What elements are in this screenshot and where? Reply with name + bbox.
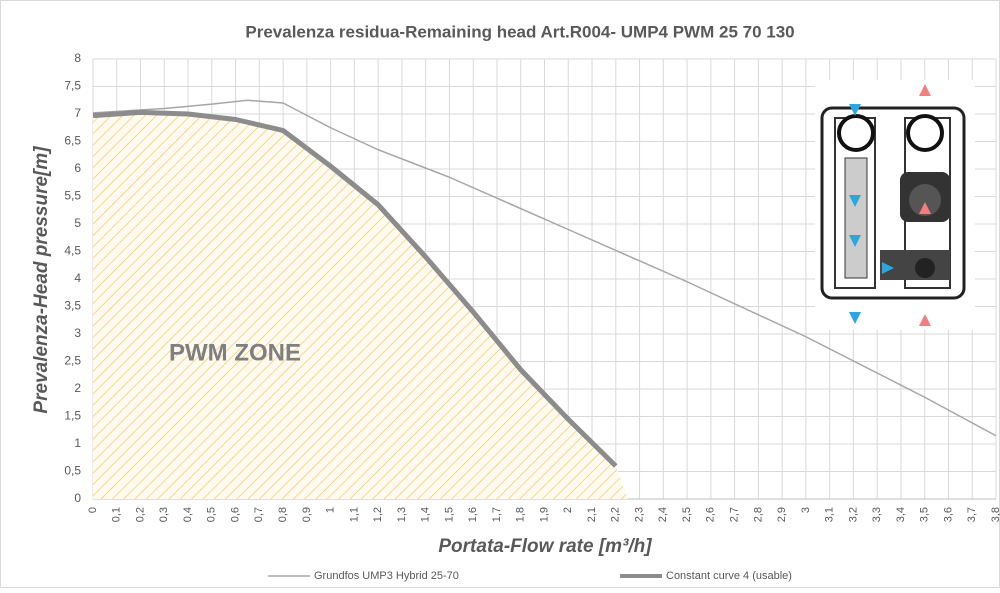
x-tick-label: 0,2 [134,507,146,522]
annotation: PWM ZONE [169,339,301,366]
x-tick-label: 2,7 [729,507,741,522]
x-tick-label: 3,6 [942,507,954,522]
x-tick-label: 3,2 [847,507,859,522]
x-tick-label: 2,9 [776,507,788,522]
x-tick-label: 1,2 [372,507,384,522]
y-tick-label: 3,5 [64,299,81,313]
x-tick-label: 2,2 [610,507,622,522]
x-tick-label: 3,4 [895,507,907,522]
x-tick-label: 0,8 [277,507,289,522]
y-tick-label: 7,5 [64,79,81,93]
x-tick-label: 2,3 [633,507,645,522]
x-tick-label: 1 [325,507,337,513]
y-tick-label: 0 [74,491,81,505]
x-tick-label: 0,5 [206,507,218,522]
x-tick-label: 2,6 [705,507,717,522]
x-tick-label: 3,3 [871,507,883,522]
x-tick-label: 0,6 [229,507,241,522]
x-tick-label: 0,9 [301,507,313,522]
y-tick-label: 2 [74,381,81,395]
series-line [92,99,997,437]
x-tick-label: 0,1 [111,507,123,522]
x-tick-label: 2,8 [752,507,764,522]
y-tick-label: 1,5 [64,409,81,423]
y-tick-label: 4 [74,271,81,285]
x-tick-label: 0,3 [158,507,170,522]
x-tick-label: 0,4 [182,507,194,522]
y-tick-label: 7 [74,106,81,120]
x-tick-label: 3,7 [966,507,978,522]
y-tick-label: 1 [74,436,81,450]
y-axis-title: Prevalenza-Head pressure[m] [31,146,52,414]
y-tick-label: 6 [74,161,81,175]
x-tick-label: 1,1 [348,507,360,522]
y-tick-label: 5,5 [64,189,81,203]
x-tick-label: 1,4 [420,507,432,522]
x-tick-label: 3,5 [919,507,931,522]
x-tick-label: 2 [562,507,574,513]
x-tick-label: 1,7 [491,507,503,522]
y-tick-label: 3 [74,326,81,340]
x-tick-label: 2,5 [681,507,693,522]
y-tick-label: 4,5 [64,244,81,258]
x-tick-label: 1,6 [467,507,479,522]
x-tick-label: 1,3 [396,507,408,522]
x-tick-label: 3,8 [990,507,1000,522]
x-tick-label: 3,1 [824,507,836,522]
x-tick-label: 1,8 [515,507,527,522]
y-tick-label: 0,5 [64,464,81,478]
x-tick-label: 0 [87,507,99,513]
series-line [92,109,618,468]
x-axis-title: Portata-Flow rate [m³/h] [438,536,652,557]
x-tick-label: 3 [800,507,812,513]
legend-label: Grundfos UMP3 Hybrid 25-70 [314,570,459,582]
y-tick-label: 5 [74,216,81,230]
pump-illustration [815,80,975,330]
y-tick-label: 6,5 [64,134,81,148]
x-tick-label: 1,9 [538,507,550,522]
line-layer [92,99,997,468]
y-tick-label: 2,5 [64,354,81,368]
legend-label: Constant curve 4 (usable) [666,570,792,582]
x-tick-label: 1,5 [443,507,455,522]
x-tick-label: 2,1 [586,507,598,522]
pwm-zone-fill [93,112,628,499]
x-tick-label: 2,4 [657,507,669,522]
y-tick-label: 8 [74,51,81,65]
x-tick-label: 0,7 [253,507,265,522]
chart-title: Prevalenza residua-Remaining head Art.R0… [245,22,794,41]
area-layer [93,112,628,499]
